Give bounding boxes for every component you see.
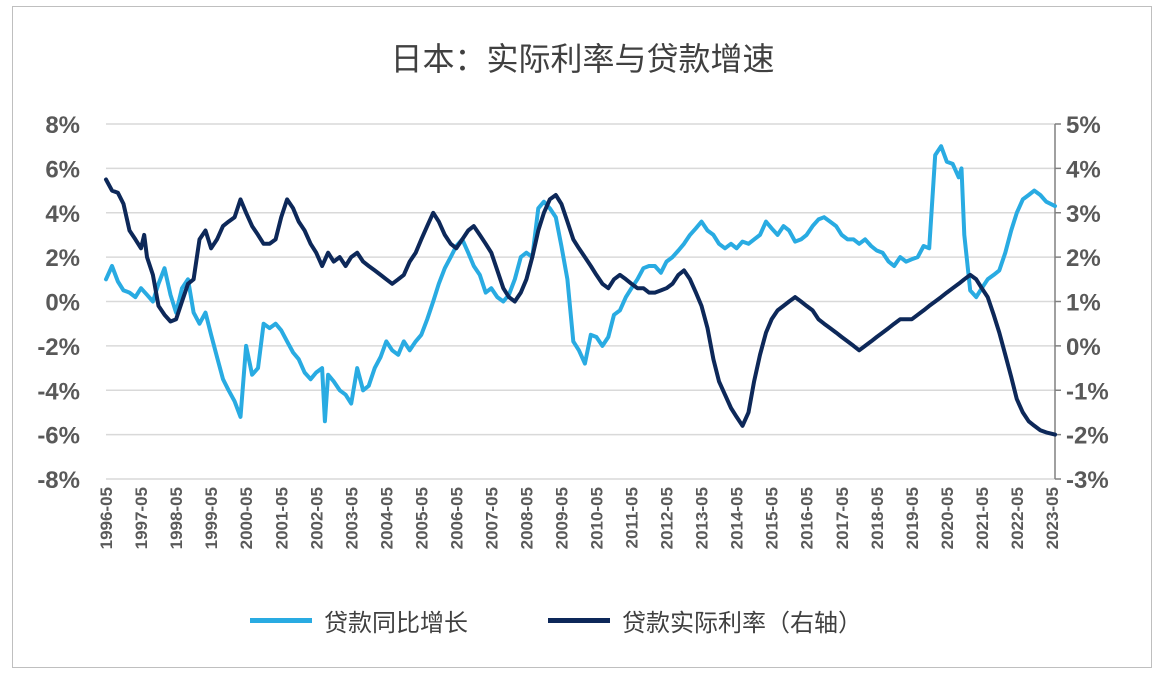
x-axis-tick-label: 2012-05 xyxy=(658,487,677,549)
x-axis-tick-label: 1998-05 xyxy=(167,487,186,549)
x-axis-tick-label: 2011-05 xyxy=(623,487,642,548)
series-lines xyxy=(104,144,1057,437)
x-axis-tick-label: 2010-05 xyxy=(588,487,607,549)
x-axis-tick-label: 2002-05 xyxy=(307,487,326,549)
x-axis-tick-label: 2018-05 xyxy=(868,487,887,549)
chart-title: 日本：实际利率与贷款增速 xyxy=(390,40,775,78)
x-axis-tick-label: 2022-05 xyxy=(1008,487,1027,549)
x-axis-tick-label: 2015-05 xyxy=(763,487,782,549)
right-axis-tick-label: 5% xyxy=(1066,112,1101,139)
legend-item-loan-growth: 贷款同比增长 xyxy=(250,600,468,640)
left-axis-tick-label: -2% xyxy=(37,334,80,361)
x-axis-tick-label: 2007-05 xyxy=(482,487,501,549)
right-axis-tick-labels: -3% -2% -1% 0% 1% 2% 3% 4% 5% xyxy=(1066,112,1109,494)
right-axis-tick-label: 4% xyxy=(1066,156,1101,183)
left-axis-tick-label: -4% xyxy=(37,378,80,405)
x-axis-tick-label: 1996-05 xyxy=(97,487,116,549)
left-axis-tick-label: 6% xyxy=(45,156,80,183)
right-axis-tick-label: 3% xyxy=(1066,201,1101,228)
x-axis-tick-label: 2023-05 xyxy=(1043,487,1062,549)
x-axis-tick-label: 2017-05 xyxy=(833,487,852,549)
x-axis-tick-label: 2019-05 xyxy=(903,487,922,549)
legend-item-real-rate: 贷款实际利率（右轴） xyxy=(548,600,862,640)
left-axis-tick-label: 8% xyxy=(45,112,80,139)
x-axis-tick-label: 2016-05 xyxy=(798,487,817,549)
axes xyxy=(1054,123,1061,480)
x-axis-tick-label: 2003-05 xyxy=(342,487,361,549)
x-axis-tick-label: 2008-05 xyxy=(517,487,536,549)
x-axis-tick-label: 2004-05 xyxy=(377,487,396,549)
x-axis-tick-label: 2009-05 xyxy=(553,487,572,549)
right-axis-tick-label: -2% xyxy=(1066,423,1109,450)
x-axis-tick-label: 2005-05 xyxy=(412,487,431,549)
left-axis-tick-label: 2% xyxy=(45,245,80,272)
right-axis-tick-label: 2% xyxy=(1066,245,1101,272)
right-axis-tick-label: -1% xyxy=(1066,378,1109,405)
x-axis-tick-label: 2020-05 xyxy=(938,487,957,549)
legend-swatch-loan-growth xyxy=(250,617,312,623)
x-axis-tick-label: 1999-05 xyxy=(202,487,221,549)
series-line-loan-growth xyxy=(104,144,1057,424)
x-axis-tick-label: 2001-05 xyxy=(272,487,291,549)
left-axis-tick-label: -8% xyxy=(37,467,80,494)
left-axis-tick-label: -6% xyxy=(37,423,80,450)
series-line-real-rate xyxy=(104,177,1057,437)
left-axis-tick-label: 4% xyxy=(45,201,80,228)
right-axis-tick-label: 1% xyxy=(1066,290,1101,317)
chart-frame xyxy=(12,6,1152,668)
x-axis-tick-label: 2000-05 xyxy=(237,487,256,549)
x-axis-tick-labels: 1996-05 1997-05 1998-05 1999-05 2000-05 2001-… xyxy=(97,487,1062,549)
x-axis-tick-label: 2006-05 xyxy=(447,487,466,549)
legend: 贷款同比增长 贷款实际利率（右轴） xyxy=(0,600,1165,640)
x-axis-tick-label: 2021-05 xyxy=(973,487,992,549)
left-axis-tick-labels: -8% -6% -4% -2% 0% 2% 4% 6% 8% xyxy=(37,112,80,494)
legend-label-real-rate: 贷款实际利率（右轴） xyxy=(622,608,862,637)
x-axis-tick-label: 2013-05 xyxy=(693,487,712,549)
legend-label-loan-growth: 贷款同比增长 xyxy=(324,608,468,637)
gridlines xyxy=(106,123,1055,480)
right-axis-tick-label: 0% xyxy=(1066,334,1101,361)
legend-swatch-real-rate xyxy=(548,617,610,623)
x-axis-tick-label: 1997-05 xyxy=(132,487,151,549)
x-axis-tick-label: 2014-05 xyxy=(728,487,747,549)
right-axis-tick-label: -3% xyxy=(1066,467,1109,494)
left-axis-tick-label: 0% xyxy=(45,290,80,317)
